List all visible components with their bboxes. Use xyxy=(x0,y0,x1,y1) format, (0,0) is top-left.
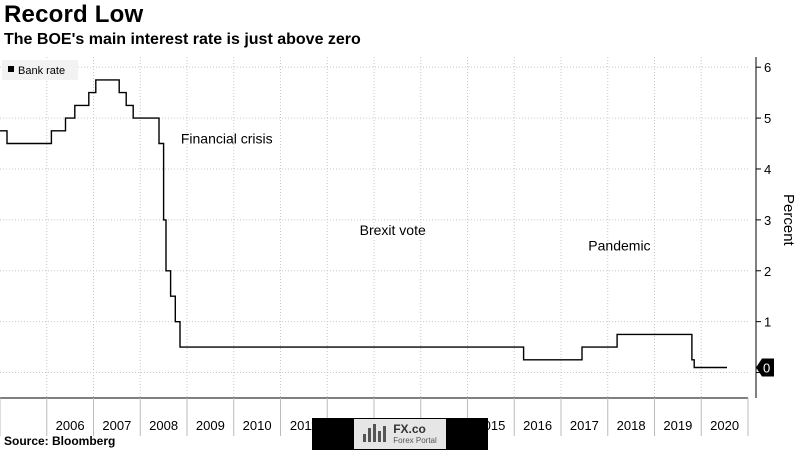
x-tick-label: 2006 xyxy=(56,418,85,433)
x-tick-label: 2020 xyxy=(710,418,739,433)
annotation-label: Brexit vote xyxy=(360,222,426,238)
last-value-label: 0 xyxy=(763,360,770,375)
y-tick-label: 2 xyxy=(764,264,771,279)
y-tick-label: 3 xyxy=(764,213,771,228)
x-tick-label: 2007 xyxy=(102,418,131,433)
annotation-label: Pandemic xyxy=(588,237,650,253)
y-axis: 1 2 3 4 5 6 0 Percent xyxy=(755,57,797,398)
source-note: Source: Bloomberg xyxy=(4,434,116,448)
legend-swatch xyxy=(8,66,14,72)
y-tick-label: 5 xyxy=(764,111,771,126)
annotation-label: Financial crisis xyxy=(181,131,273,147)
watermark-subtitle: Forex Portal xyxy=(393,436,437,445)
x-tick-label: 2008 xyxy=(149,418,178,433)
watermark-brand: FX.co xyxy=(393,422,426,436)
x-tick-label: 2017 xyxy=(570,418,599,433)
x-tick-label: 2019 xyxy=(663,418,692,433)
series xyxy=(0,79,727,369)
annotations: Financial crisis Brexit vote Pandemic xyxy=(181,131,651,254)
series-line-bank-rate xyxy=(0,79,727,369)
x-tick-label: 2016 xyxy=(523,418,552,433)
x-tick-label: 2009 xyxy=(196,418,225,433)
y-axis-title: Percent xyxy=(780,194,797,247)
x-tick-label: 2018 xyxy=(617,418,646,433)
candlestick-icon xyxy=(363,424,389,444)
watermark-box: FX.co Forex Portal xyxy=(354,419,446,449)
watermark: FX.co Forex Portal xyxy=(312,418,488,450)
chart-title: Record Low xyxy=(4,1,144,28)
y-tick-label: 6 xyxy=(764,60,771,75)
chart-subtitle: The BOE's main interest rate is just abo… xyxy=(4,31,361,48)
legend: Bank rate xyxy=(2,60,78,80)
y-tick-label: 1 xyxy=(764,315,771,330)
x-tick-label: 2011 xyxy=(290,418,318,433)
y-tick-label: 4 xyxy=(764,162,771,177)
legend-box xyxy=(2,60,78,80)
x-tick-label: 2010 xyxy=(243,418,272,433)
legend-label: Bank rate xyxy=(18,65,65,77)
last-value-marker xyxy=(756,358,774,377)
